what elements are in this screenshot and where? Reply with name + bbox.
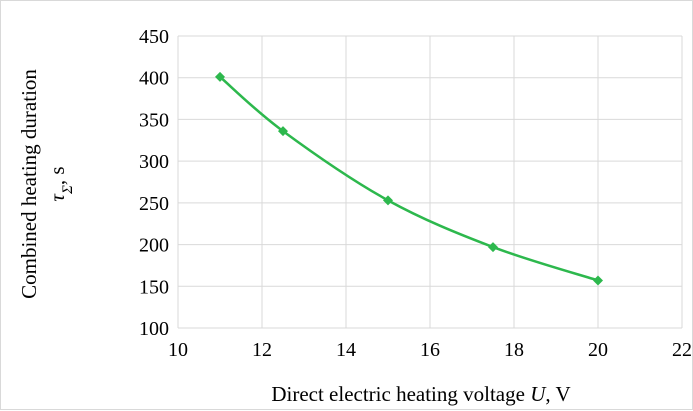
data-point-marker — [215, 71, 225, 82]
y-axis-label-line1: Combined heating duration — [17, 69, 41, 299]
data-point-marker — [488, 242, 498, 253]
x-tick-label: 12 — [252, 339, 272, 361]
y-axis-label: Combined heating duration τΣ, s — [17, 69, 76, 299]
y-tick-label: 450 — [139, 26, 169, 48]
y-axis-label-line2: τΣ, s — [45, 166, 76, 201]
x-axis-label: Direct electric heating voltage U, V — [271, 382, 570, 406]
x-tick-label: 14 — [336, 339, 356, 361]
x-tick-label: 20 — [588, 339, 608, 361]
y-tick-label: 200 — [139, 235, 169, 257]
series-layer — [215, 71, 603, 286]
y-axis-label-symbol: τ — [45, 193, 69, 202]
y-tick-label: 400 — [139, 68, 169, 90]
y-tick-label: 150 — [139, 276, 169, 298]
x-tick-label: 18 — [504, 339, 524, 361]
x-tick-labels: 10 12 14 16 18 20 22 — [168, 339, 692, 361]
y-axis-label-unit: , s — [45, 166, 69, 185]
x-tick-label: 10 — [168, 339, 188, 361]
y-tick-label: 350 — [139, 109, 169, 131]
x-axis-label-text: Direct electric heating voltage — [271, 382, 525, 406]
y-tick-labels: 100 150 200 250 300 350 400 450 — [139, 26, 169, 340]
series-line — [219, 75, 599, 282]
grid-lines — [177, 35, 683, 329]
y-axis-label-subscript: Σ — [60, 185, 76, 195]
y-tick-label: 250 — [139, 193, 169, 215]
y-tick-label: 300 — [139, 151, 169, 173]
data-point-marker — [383, 195, 393, 206]
x-axis-label-symbol: U — [530, 382, 547, 406]
x-tick-label: 16 — [420, 339, 440, 361]
data-point-marker — [593, 275, 603, 286]
y-tick-label: 100 — [139, 318, 169, 340]
x-tick-label: 22 — [672, 339, 692, 361]
x-axis-label-unit: , V — [545, 382, 570, 406]
